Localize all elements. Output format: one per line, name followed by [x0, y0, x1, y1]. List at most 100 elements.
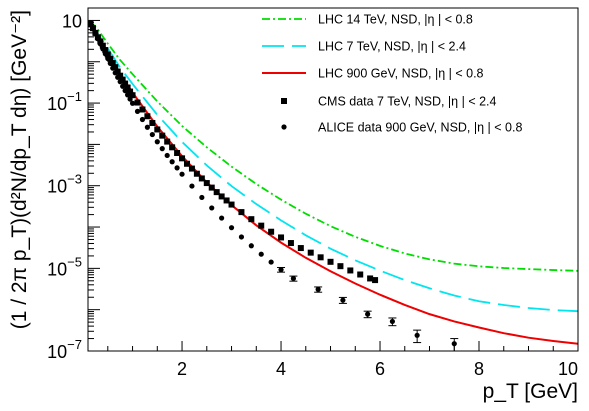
alice-data-point — [107, 60, 113, 66]
cms-data-point — [112, 64, 119, 71]
cms-data-point — [367, 275, 374, 282]
alice-data-point — [154, 139, 160, 145]
x-tick-label: 10 — [558, 359, 578, 379]
cms-data-point — [149, 119, 156, 126]
alice-data-point — [139, 116, 146, 123]
cms-data-point — [174, 149, 181, 156]
alice-data-point — [102, 51, 108, 57]
cms-data-point — [188, 165, 195, 172]
cms-data-point — [337, 263, 344, 270]
cms-data-point — [124, 84, 131, 91]
alice-data-point — [238, 234, 245, 240]
alice-data-point — [551, 366, 556, 371]
legend-label-4: ALICE data 900 GeV, NSD, |η | < 0.8 — [318, 121, 522, 135]
cms-data-point — [183, 160, 190, 167]
legend-label-1: LHC 7 TeV, NSD, |η | < 2.4 — [318, 40, 466, 54]
alice-data-point — [389, 318, 395, 325]
y-axis: 10−7 10−5 10−3 10−1 10 — [47, 7, 100, 362]
y-tick-label: 10−1 — [47, 89, 82, 114]
x-tick-label: 4 — [276, 359, 286, 379]
alice-data-point — [127, 96, 133, 102]
alice-data-point — [451, 341, 457, 347]
cms-data-point — [134, 99, 141, 106]
legend-label-3: CMS data 7 TeV, NSD, |η | < 2.4 — [318, 95, 497, 109]
cms-data-point — [228, 201, 235, 208]
alice-data-point — [248, 243, 254, 249]
cms-data-point — [287, 240, 294, 247]
alice-data-point — [112, 70, 118, 76]
alice-data-point — [174, 165, 180, 171]
plot-frame — [87, 7, 579, 352]
cms-data-point — [99, 42, 106, 49]
alice-data-point — [278, 267, 284, 273]
x-tick-label: 8 — [474, 359, 484, 379]
series-line-0 — [89, 20, 578, 272]
series-line-1 — [89, 23, 578, 313]
alice-data-point — [228, 225, 235, 231]
alice-data-point — [120, 83, 126, 89]
y-tick-label: 10−3 — [47, 172, 82, 197]
x-tick-label: 2 — [177, 359, 187, 379]
cms-data-point — [248, 216, 255, 223]
cms-data-point — [238, 209, 245, 216]
alice-data-point — [92, 31, 99, 37]
cms-data-point — [164, 138, 171, 145]
cms-data-point — [208, 184, 215, 191]
alice-data-point — [179, 171, 185, 177]
x-axis-title: p_T [GeV] — [483, 380, 578, 403]
alice-data-point — [110, 65, 116, 71]
x-axis: 2 4 6 8 10 — [107, 341, 579, 379]
alice-data-point — [268, 259, 274, 265]
cms-data-point — [144, 113, 151, 120]
alice-data-point — [129, 100, 136, 106]
axis-titles: p_T [GeV] (1 / 2π p_T)(d²N/dp_T dη) [GeV⁻… — [8, 10, 578, 403]
cms-data-point — [372, 277, 379, 284]
alice-data-point — [105, 55, 111, 62]
alice-data-point — [365, 311, 371, 317]
alice-data-point — [88, 20, 94, 26]
cms-data-point — [159, 132, 166, 139]
cms-data-point — [258, 222, 265, 229]
alice-data-point — [97, 41, 103, 47]
alice-data-point — [144, 124, 150, 130]
cms-data-point — [127, 88, 134, 95]
cms-data-point — [198, 175, 205, 182]
cms-data-point — [327, 258, 334, 265]
cms-data-point — [317, 254, 324, 261]
cms-data-point — [213, 189, 220, 196]
cms-data-point — [278, 234, 285, 241]
cms-data-point — [307, 249, 314, 256]
alice-data-point — [189, 183, 195, 189]
cms-data-point — [169, 144, 176, 151]
cms-data-point — [203, 180, 210, 187]
alice-data-point — [290, 275, 297, 282]
cms-data-point — [347, 267, 354, 274]
alice-data-point — [159, 146, 165, 152]
alice-data-point — [315, 286, 321, 292]
cms-data-point — [218, 193, 225, 200]
cms-data-point — [193, 170, 200, 177]
alice-data-point — [199, 194, 205, 201]
alice-data-point — [149, 131, 155, 138]
cms-data-point — [122, 80, 129, 87]
alice-data-point — [117, 79, 123, 85]
alice-data-point — [122, 88, 128, 94]
cms-data-point — [119, 76, 126, 83]
alice-data-point — [340, 297, 346, 303]
alice-data-point — [95, 36, 101, 42]
alice-data-point — [414, 332, 420, 338]
y-tick-label: 10 — [62, 11, 82, 31]
legend-square-marker — [281, 98, 287, 104]
cms-data-point — [357, 271, 364, 278]
cms-data-point — [139, 106, 146, 113]
alice-data-point — [501, 356, 506, 361]
legend: LHC 14 TeV, NSD, |η | < 0.8 LHC 7 TeV, NS… — [262, 13, 522, 135]
cms-data-point — [117, 72, 124, 79]
cms-data-point — [114, 68, 121, 75]
points-layer — [88, 20, 558, 371]
alice-data-point — [134, 108, 141, 114]
alice-data-point — [124, 92, 131, 98]
legend-label-2: LHC 900 GeV, NSD, |η | < 0.8 — [318, 67, 484, 81]
alice-data-point — [169, 159, 175, 165]
